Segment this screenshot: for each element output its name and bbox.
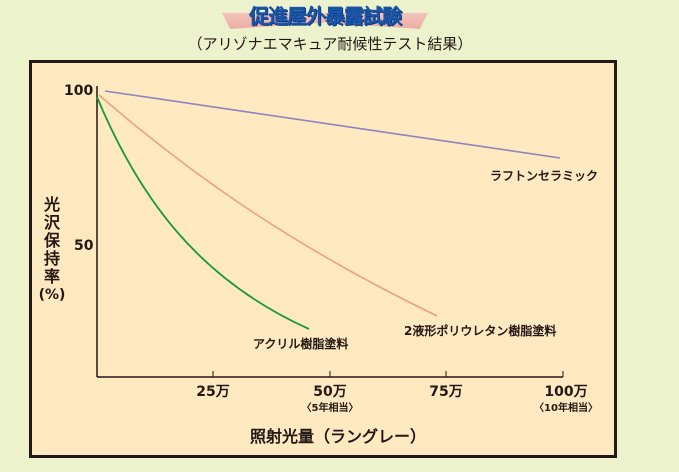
y-tick-label-50: 50 [74, 238, 94, 254]
x-tick-label-100: 100万 [544, 384, 588, 400]
x-tick-label-25: 25万 [196, 384, 230, 400]
series-label-acrylic: アクリル樹脂塗料 [253, 337, 349, 351]
x-subtick-label-50: 〈5年相当〉 [301, 403, 359, 414]
series-label-polyurethane: 2液形ポリウレタン樹脂塗料 [404, 324, 557, 338]
x-tick-label-75: 75万 [429, 384, 463, 400]
series-line-polyurethane [98, 94, 438, 317]
x-subtick-label-100: 〈10年相当〉 [534, 403, 598, 414]
x-axis-label: 照射光量（ラングレー） [250, 427, 427, 446]
chart-title: 促進屋外暴露試験 [249, 4, 402, 28]
chart-subtitle: （アリゾナエマキュア耐候性テスト結果） [187, 35, 473, 53]
x-tick-label-50: 50万 [313, 384, 347, 400]
y-axis-label: 光 沢 保 持 率 (%) [38, 195, 66, 304]
series-line-ceramic [104, 90, 561, 159]
y-tick-label-100: 100 [64, 83, 94, 99]
title-decoration [222, 13, 428, 29]
series-label-ceramic: ラフトンセラミック [490, 169, 599, 183]
plot-frame [29, 60, 617, 458]
series-line-acrylic [96, 96, 310, 330]
